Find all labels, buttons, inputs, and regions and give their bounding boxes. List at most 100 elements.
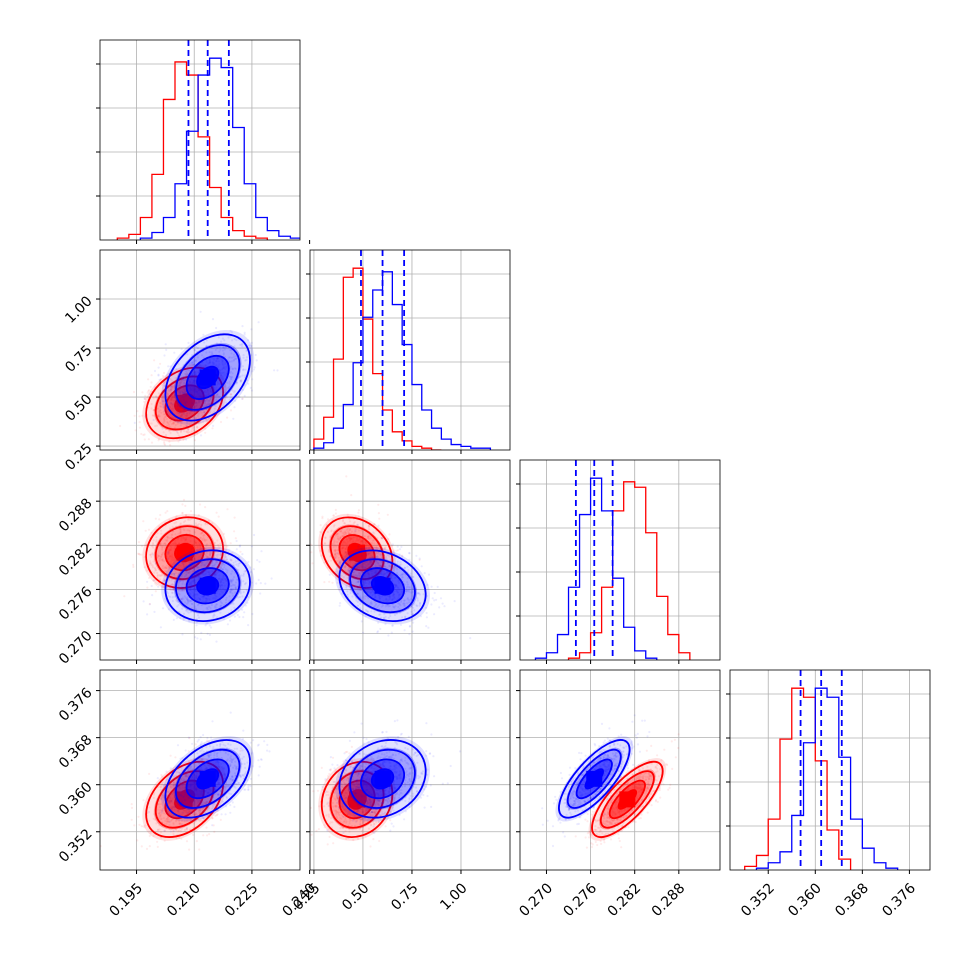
scatter-point (212, 616, 215, 620)
scatter-point (204, 624, 207, 627)
scatter-point (406, 602, 409, 605)
scatter-point (381, 537, 384, 540)
scatter-point (190, 421, 193, 424)
scatter-point (377, 511, 380, 515)
scatter-point (171, 384, 174, 387)
scatter-point (148, 576, 151, 580)
scatter-point (186, 421, 189, 425)
scatter-point (215, 560, 219, 564)
scatter-point (184, 504, 187, 507)
scatter-point (330, 529, 333, 532)
scatter-point (185, 570, 188, 573)
scatter-point (255, 359, 258, 362)
scatter-point (375, 546, 378, 549)
scatter-point (218, 350, 221, 353)
scatter-point (230, 331, 234, 334)
scatter-point (190, 354, 194, 357)
scatter-point (169, 431, 172, 435)
scatter-point (192, 570, 195, 573)
scatter-point (348, 570, 351, 573)
scatter-point (174, 516, 177, 519)
scatter-point (159, 402, 162, 405)
scatter-point (163, 542, 167, 545)
scatter-point (194, 522, 198, 525)
scatter-point (207, 559, 210, 562)
scatter-point (357, 580, 360, 583)
scatter-point (149, 562, 152, 565)
scatter-point (377, 524, 380, 527)
scatter-point (339, 536, 342, 540)
scatter-point (210, 551, 213, 554)
scatter-point (336, 532, 339, 535)
scatter-point (140, 825, 143, 828)
scatter-point (379, 553, 382, 556)
scatter-point (250, 389, 254, 392)
scatter-point (227, 560, 230, 564)
scatter-point (180, 422, 183, 425)
scatter-point (162, 371, 166, 375)
y-tick-label: 0.75 (62, 342, 95, 375)
scatter-point (363, 595, 367, 598)
scatter-point (241, 374, 244, 377)
scatter-point (319, 549, 322, 553)
scatter-point (215, 640, 218, 643)
scatter-point (385, 555, 388, 559)
scatter-point (179, 381, 182, 384)
scatter-point (160, 573, 163, 577)
scatter-point (368, 566, 371, 569)
scatter-point (167, 594, 170, 597)
scatter-point (232, 564, 235, 567)
scatter-point (221, 541, 224, 544)
scatter-point (229, 396, 233, 399)
scatter-point (187, 341, 190, 344)
scatter-point (425, 611, 428, 615)
scatter-point (206, 399, 209, 402)
scatter-point (176, 605, 179, 608)
scatter-point (333, 549, 336, 552)
scatter-point (405, 590, 408, 593)
scatter-point (152, 817, 155, 820)
scatter-point (171, 830, 174, 833)
scatter-point (239, 592, 242, 595)
scatter-point (142, 600, 145, 603)
scatter-point (230, 378, 233, 381)
scatter-point (228, 380, 231, 383)
scatter-point (431, 597, 434, 600)
scatter-point (163, 417, 166, 420)
scatter-point (140, 845, 143, 848)
scatter-point (170, 386, 173, 389)
scatter-point (179, 580, 182, 583)
scatter-point (231, 372, 234, 375)
scatter-point (206, 754, 209, 757)
scatter-point (323, 542, 326, 545)
scatter-point (211, 816, 214, 820)
scatter-point (239, 380, 242, 383)
scatter-point (418, 592, 421, 595)
scatter-point (358, 572, 361, 575)
scatter-point (171, 387, 174, 390)
scatter-point (164, 566, 167, 570)
scatter-point (206, 555, 209, 558)
scatter-point (221, 546, 224, 549)
scatter-point (154, 517, 157, 520)
scatter-point (247, 624, 250, 627)
scatter-point (203, 802, 206, 805)
scatter-point (170, 573, 173, 576)
scatter-point (398, 602, 401, 605)
scatter-point (200, 563, 203, 567)
scatter-point (169, 588, 172, 591)
scatter-point (239, 379, 243, 382)
scatter-point (199, 411, 202, 414)
scatter-point (245, 589, 248, 592)
scatter-point (225, 571, 228, 574)
scatter-point (433, 613, 436, 616)
scatter-point (213, 830, 216, 834)
scatter-point (166, 425, 169, 428)
scatter-point (165, 540, 168, 543)
scatter-point (179, 830, 183, 833)
scatter-point (231, 578, 235, 581)
grid-lines (520, 460, 720, 660)
scatter-point (202, 399, 205, 402)
scatter-point (210, 544, 213, 547)
